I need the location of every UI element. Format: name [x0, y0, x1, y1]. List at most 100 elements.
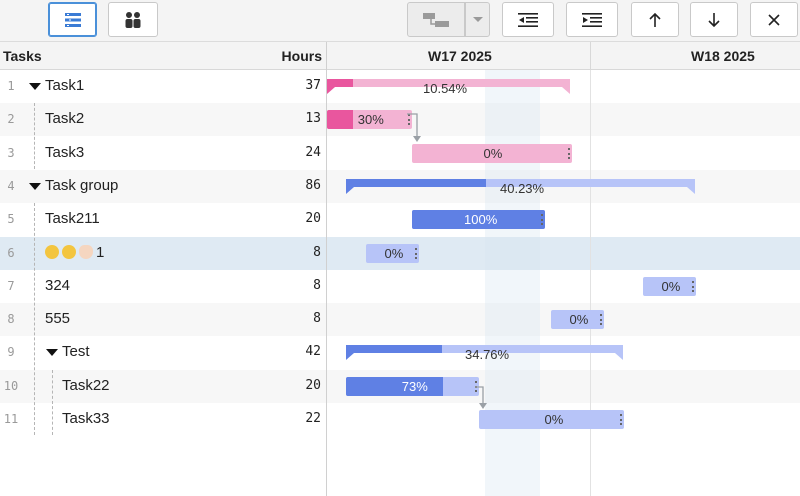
resources-view-button[interactable]: [108, 2, 158, 37]
close-button[interactable]: [750, 2, 798, 37]
task-hours[interactable]: 20: [305, 377, 321, 393]
task-list-view-button[interactable]: [48, 2, 97, 37]
row-number: 5: [7, 212, 15, 227]
link-tasks-button[interactable]: [407, 2, 465, 37]
task-name[interactable]: Task2: [45, 110, 85, 128]
row-number: 10: [3, 378, 19, 393]
task-hours[interactable]: 42: [305, 344, 321, 360]
timeline-header: W17 2025 W18 2025: [327, 42, 800, 70]
progress-label: 40.23%: [500, 180, 545, 196]
task-bar[interactable]: 0%: [366, 243, 419, 263]
task-name[interactable]: Task33: [62, 410, 110, 427]
row-number: 9: [7, 345, 15, 360]
task-hours[interactable]: 22: [305, 411, 321, 426]
task-name[interactable]: Task1: [45, 77, 85, 94]
summary-bar[interactable]: 34.76%: [346, 345, 623, 362]
task-hours[interactable]: 37: [305, 78, 321, 93]
task-name[interactable]: 1: [45, 244, 104, 261]
move-up-button[interactable]: [631, 2, 679, 37]
link-dropdown-button[interactable]: [465, 2, 490, 37]
task-hours[interactable]: 8: [313, 311, 321, 327]
progress-label: 34.76%: [465, 347, 510, 363]
row-number: 7: [7, 278, 15, 293]
task-row[interactable]: 7 324 8: [0, 270, 800, 303]
task-row[interactable]: 3 Task3 24: [0, 137, 800, 170]
arrow-down-icon: [708, 12, 720, 27]
link-tasks-icon: [423, 12, 449, 27]
task-name[interactable]: Task group: [45, 176, 119, 194]
resize-handle-icon[interactable]: [541, 214, 543, 226]
task-bar[interactable]: 30%: [327, 110, 412, 130]
task-name[interactable]: Task22: [62, 376, 110, 394]
row-number: 1: [7, 79, 15, 93]
grid-header: Tasks Hours: [0, 42, 326, 70]
task-name[interactable]: Test: [62, 343, 90, 361]
resize-handle-icon[interactable]: [475, 380, 477, 392]
task-name[interactable]: Task3: [45, 143, 85, 161]
task-progress: [346, 376, 444, 396]
tree-guide-line: [34, 103, 35, 169]
task-name[interactable]: 324: [45, 276, 71, 294]
tasks-column-header[interactable]: Tasks: [3, 48, 42, 64]
task-progress: [327, 110, 353, 130]
indent-button[interactable]: [566, 2, 618, 37]
task-row[interactable]: 9 Test 42: [0, 336, 800, 369]
grinning-face-icon: [62, 244, 76, 259]
resources-icon: [125, 11, 141, 28]
resize-handle-icon[interactable]: [620, 414, 622, 425]
dependency-arrow[interactable]: [473, 378, 493, 411]
resize-handle-icon[interactable]: [415, 247, 417, 259]
resize-handle-icon[interactable]: [600, 314, 602, 326]
summary-end-marker: [687, 186, 695, 194]
task-bar[interactable]: 0%: [412, 143, 572, 163]
task-row[interactable]: 5 Task211 20: [0, 203, 800, 236]
collapse-caret-icon[interactable]: [29, 83, 41, 90]
task-bar[interactable]: 73%: [346, 376, 479, 396]
task-hours[interactable]: 13: [305, 111, 321, 127]
collapse-caret-icon[interactable]: [46, 349, 58, 357]
progress-label: 73%: [401, 378, 428, 394]
summary-bar[interactable]: 10.54%: [327, 79, 570, 96]
summary-bar-base: [346, 178, 695, 187]
dependency-arrow[interactable]: [405, 112, 425, 144]
summary-bar-base: [346, 345, 623, 354]
task-hours[interactable]: 8: [313, 277, 321, 293]
summary-bar-base: [327, 79, 570, 87]
task-name[interactable]: Task211: [45, 210, 100, 228]
summary-progress: [346, 178, 487, 187]
close-icon: [768, 13, 780, 26]
progress-label: 0%: [661, 278, 681, 294]
progress-label: 30%: [357, 112, 384, 128]
task-row[interactable]: 8 555 8: [0, 303, 800, 337]
resize-handle-icon[interactable]: [408, 114, 410, 126]
task-name[interactable]: 555: [45, 310, 71, 328]
task-row[interactable]: 10 Task22 20: [0, 369, 800, 403]
outdent-button[interactable]: [502, 2, 554, 37]
summary-bar[interactable]: 40.23%: [346, 178, 695, 196]
row-number: 3: [7, 145, 15, 160]
task-row[interactable]: 1 Task1 37: [0, 70, 800, 103]
row-number: 6: [7, 245, 15, 260]
chevron-down-icon: [472, 16, 483, 22]
hours-column-header[interactable]: Hours: [281, 48, 322, 64]
task-row[interactable]: 11 Task33 22: [0, 403, 800, 436]
toolbar: [0, 0, 800, 42]
task-bar[interactable]: 0%: [643, 276, 696, 296]
indent-icon: [582, 12, 602, 27]
task-hours[interactable]: 24: [305, 144, 321, 160]
move-down-button[interactable]: [690, 2, 738, 37]
task-bar[interactable]: 100%: [412, 210, 545, 230]
task-progress: [412, 210, 545, 230]
resize-handle-icon[interactable]: [692, 280, 694, 292]
summary-start-marker: [346, 353, 354, 361]
summary-end-marker: [615, 353, 623, 361]
progress-label: 100%: [464, 212, 498, 228]
task-hours[interactable]: 8: [313, 244, 321, 260]
grid-splitter[interactable]: [326, 42, 327, 496]
task-bar[interactable]: 0%: [479, 410, 624, 429]
task-hours[interactable]: 86: [305, 177, 321, 193]
collapse-caret-icon[interactable]: [29, 182, 41, 190]
task-hours[interactable]: 20: [305, 211, 321, 227]
resize-handle-icon[interactable]: [568, 147, 570, 159]
task-bar[interactable]: 0%: [551, 310, 604, 330]
